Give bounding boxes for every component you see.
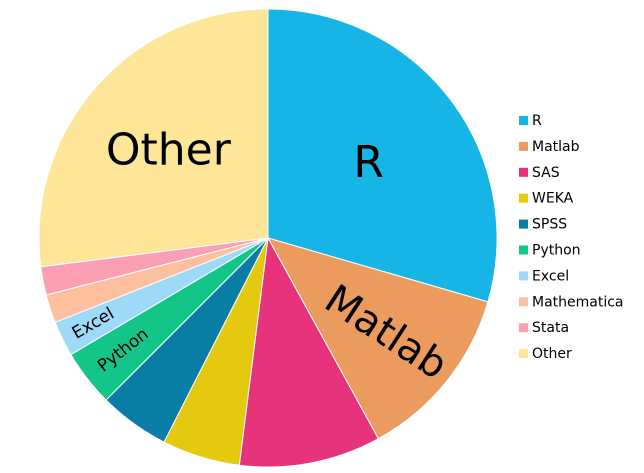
legend-label-other: Other bbox=[532, 346, 572, 362]
slice-label-r: R bbox=[353, 137, 384, 188]
pie-slice-sas bbox=[238, 236, 379, 468]
pie-slice-other bbox=[38, 8, 269, 268]
legend-swatch-matlab bbox=[519, 141, 528, 151]
legend-label-sas: SAS bbox=[532, 165, 560, 181]
slice-label-other: Other bbox=[106, 125, 232, 176]
legend-swatch-excel bbox=[519, 271, 528, 281]
legend-label-r: R bbox=[532, 113, 542, 129]
legend: R Matlab SAS WEKA SPSS Python Excel Mathematica… bbox=[519, 113, 624, 362]
legend-swatch-stata bbox=[519, 323, 528, 333]
legend-label-spss: SPSS bbox=[532, 217, 567, 233]
pie-slices bbox=[38, 8, 498, 468]
legend-label-weka: WEKA bbox=[532, 191, 574, 207]
legend-swatch-sas bbox=[519, 167, 528, 177]
legend-swatch-r bbox=[519, 116, 528, 125]
legend-swatch-mathematica bbox=[519, 297, 528, 307]
legend-label-python: Python bbox=[532, 243, 581, 259]
legend-label-mathematica: Mathematica bbox=[532, 294, 624, 310]
legend-label-excel: Excel bbox=[532, 268, 569, 284]
pie-slice-r bbox=[267, 8, 498, 303]
pie-slice-matlab bbox=[266, 237, 489, 440]
legend-swatch-python bbox=[519, 245, 528, 255]
legend-label-stata: Stata bbox=[532, 320, 569, 336]
legend-swatch-spss bbox=[519, 219, 528, 229]
legend-swatch-weka bbox=[519, 193, 528, 203]
legend-swatch-other bbox=[519, 349, 528, 359]
legend-label-matlab: Matlab bbox=[532, 139, 580, 155]
